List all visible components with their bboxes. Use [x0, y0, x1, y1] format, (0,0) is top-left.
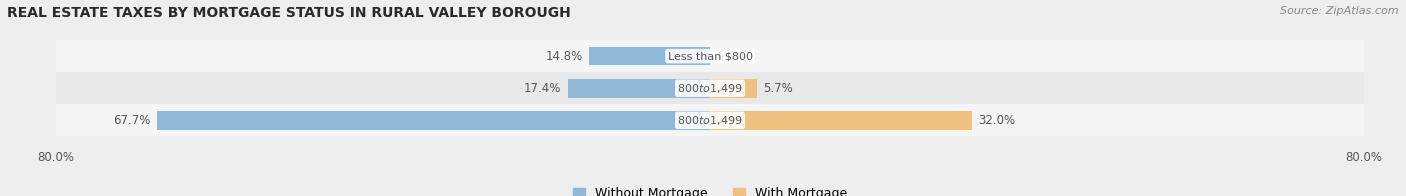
Text: Source: ZipAtlas.com: Source: ZipAtlas.com — [1281, 6, 1399, 16]
Bar — [56, 40, 1364, 72]
Bar — [710, 111, 972, 130]
Bar — [710, 79, 756, 97]
Legend: Without Mortgage, With Mortgage: Without Mortgage, With Mortgage — [572, 188, 848, 196]
Text: 17.4%: 17.4% — [524, 82, 561, 95]
Text: Less than $800: Less than $800 — [668, 51, 752, 61]
Bar — [56, 72, 1364, 104]
Text: 32.0%: 32.0% — [979, 114, 1015, 127]
Text: REAL ESTATE TAXES BY MORTGAGE STATUS IN RURAL VALLEY BOROUGH: REAL ESTATE TAXES BY MORTGAGE STATUS IN … — [7, 6, 571, 20]
Bar — [568, 79, 710, 97]
Bar — [589, 47, 710, 65]
Text: $800 to $1,499: $800 to $1,499 — [678, 82, 742, 95]
Text: 67.7%: 67.7% — [112, 114, 150, 127]
Bar — [156, 111, 710, 130]
Bar — [56, 104, 1364, 136]
Text: 5.7%: 5.7% — [763, 82, 793, 95]
Text: 14.8%: 14.8% — [546, 50, 582, 63]
Text: 0.0%: 0.0% — [717, 50, 747, 63]
Text: $800 to $1,499: $800 to $1,499 — [678, 114, 742, 127]
